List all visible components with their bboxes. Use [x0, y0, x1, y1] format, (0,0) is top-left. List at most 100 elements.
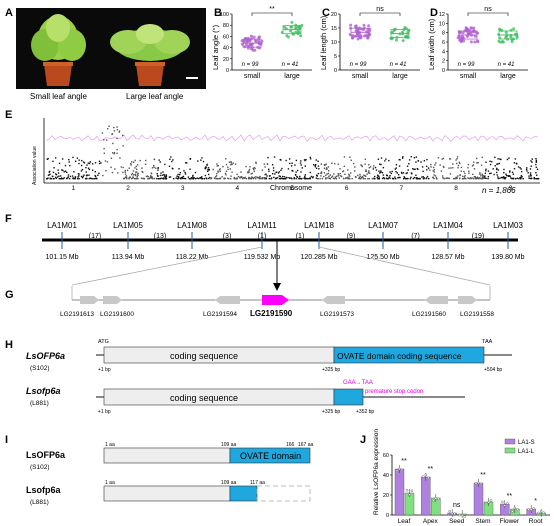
- data-point: [476, 31, 480, 35]
- snp-point: [124, 173, 127, 175]
- snp-point: [433, 174, 435, 176]
- h-wt-name: LsOFP6a: [26, 351, 65, 361]
- data-point: [470, 33, 474, 37]
- snp-point: [88, 162, 91, 165]
- snp-point: [481, 174, 484, 176]
- snp-point: [335, 175, 338, 178]
- snp-point: [325, 177, 327, 179]
- snp-point: [433, 177, 435, 180]
- snp-point: [120, 166, 123, 168]
- snp-point: [380, 171, 382, 173]
- snp-point: [529, 168, 532, 170]
- snp-point: [159, 177, 162, 180]
- snp-point: [60, 175, 62, 177]
- recombinant-count: (13): [154, 233, 166, 240]
- snp-point: [229, 168, 231, 170]
- data-point: [473, 34, 477, 38]
- snp-point: [252, 167, 254, 170]
- snp-point: [394, 177, 397, 180]
- snp-point: [482, 175, 484, 177]
- snp-point: [326, 173, 328, 175]
- snp-point: [372, 165, 375, 167]
- snp-point: [427, 177, 430, 180]
- snp-point: [86, 177, 88, 180]
- snp-point: [103, 139, 105, 141]
- ytick-label: 100: [220, 12, 229, 18]
- snp-point: [50, 177, 53, 180]
- snp-point: [367, 177, 369, 180]
- snp-point: [369, 166, 372, 168]
- n-label: n = 41: [282, 62, 299, 68]
- snp-point: [333, 177, 336, 180]
- tissue-label: Leaf: [398, 518, 411, 525]
- replicate-point: [516, 508, 519, 511]
- snp-point: [300, 171, 302, 173]
- snp-point: [215, 178, 218, 180]
- snp-point: [415, 174, 417, 176]
- snp-point: [301, 167, 304, 169]
- snp-point: [476, 176, 479, 178]
- gene-label-5: LG2191573: [320, 311, 354, 318]
- snp-point: [176, 175, 178, 177]
- snp-point: [64, 164, 67, 167]
- snp-point: [48, 171, 50, 173]
- snp-point: [535, 163, 537, 166]
- snp-point: [508, 175, 510, 177]
- snp-point: [325, 163, 327, 165]
- snp-point: [338, 177, 340, 179]
- snp-point: [285, 159, 287, 162]
- panel-e-letter: E: [5, 109, 12, 121]
- data-point: [404, 35, 408, 39]
- i-mut-missing: [256, 485, 311, 502]
- snp-point: [397, 174, 400, 176]
- data-point: [515, 35, 519, 39]
- snp-point: [432, 166, 435, 169]
- snp-point: [207, 173, 210, 176]
- snp-point: [131, 172, 134, 175]
- snp-point: [156, 177, 158, 180]
- snp-point: [415, 161, 417, 163]
- snp-point: [349, 156, 351, 158]
- significance-label: *: [534, 498, 537, 505]
- snp-point: [163, 174, 166, 176]
- snp-point: [377, 158, 380, 160]
- snp-point: [239, 176, 241, 178]
- snp-point: [376, 176, 378, 179]
- snp-point: [111, 171, 114, 174]
- snp-point: [291, 169, 293, 172]
- snp-point: [327, 172, 330, 175]
- snp-point: [218, 169, 221, 171]
- snp-point: [88, 168, 91, 171]
- snp-point: [402, 177, 405, 180]
- snp-point: [101, 132, 104, 134]
- snp-point: [260, 177, 262, 179]
- snp-point: [162, 177, 164, 180]
- significance-label: **: [507, 493, 513, 500]
- snp-point: [230, 162, 232, 164]
- snp-point: [398, 165, 401, 167]
- replicate-point: [424, 473, 428, 476]
- snp-point: [281, 167, 283, 170]
- snp-point: [240, 171, 242, 173]
- i-aa-166: 166: [286, 442, 295, 448]
- snp-point: [66, 177, 68, 180]
- data-point: [501, 39, 505, 43]
- data-point: [461, 31, 465, 35]
- snp-point: [253, 168, 255, 171]
- snp-point: [530, 177, 532, 180]
- snp-point: [293, 177, 295, 179]
- marker-label: LA1M05: [113, 221, 143, 230]
- snp-point: [403, 176, 405, 178]
- snp-point: [382, 174, 385, 176]
- snp-point: [251, 176, 254, 179]
- snp-point: [130, 164, 132, 166]
- snp-point: [320, 163, 322, 165]
- snp-point: [193, 177, 195, 179]
- data-point: [296, 32, 300, 36]
- snp-point: [299, 175, 301, 178]
- snp-point: [274, 173, 276, 175]
- snp-point: [497, 169, 500, 171]
- legend-label: LA1-L: [518, 449, 535, 455]
- snp-point: [521, 176, 523, 178]
